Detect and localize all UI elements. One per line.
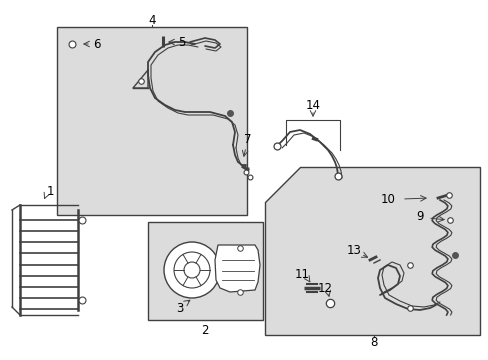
Text: 11: 11: [294, 269, 309, 282]
Text: 12: 12: [317, 282, 332, 294]
Polygon shape: [215, 245, 260, 292]
Circle shape: [174, 252, 209, 288]
Text: 9: 9: [415, 211, 423, 224]
Bar: [148, 222, 263, 320]
Text: 10: 10: [380, 193, 395, 207]
Text: 8: 8: [369, 336, 377, 348]
Circle shape: [183, 262, 200, 278]
Text: 2: 2: [201, 324, 208, 337]
Text: 6: 6: [93, 37, 101, 50]
Polygon shape: [264, 167, 479, 335]
Text: 4: 4: [148, 13, 156, 27]
Text: 13: 13: [346, 243, 361, 256]
Text: 7: 7: [244, 134, 251, 147]
Bar: [57, 27, 246, 215]
Circle shape: [163, 242, 220, 298]
Text: 14: 14: [305, 99, 320, 112]
Text: 5: 5: [178, 36, 185, 49]
Text: 1: 1: [46, 185, 54, 198]
Text: 3: 3: [176, 301, 183, 315]
